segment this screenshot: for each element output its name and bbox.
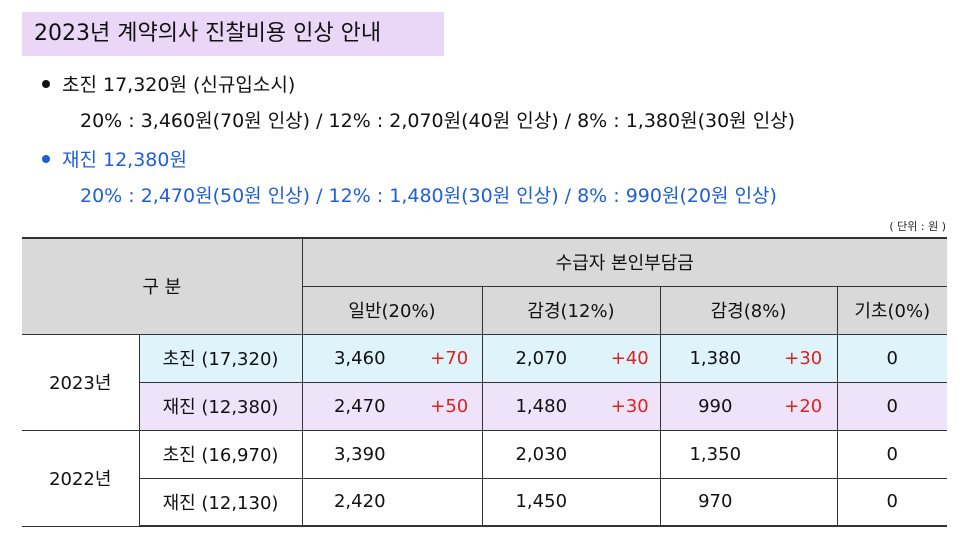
reduced8-increase [770,429,838,479]
reduced12-increase [600,429,661,479]
revisit-heading: 재진 12,380원 [62,149,187,171]
basic-value: 0 [836,477,948,527]
basic-value: 0 [836,381,948,431]
basic-value: 0 [836,333,948,383]
reduced12-increase: +30 [600,381,661,431]
reduced8-value: 990 [659,381,770,431]
column-header-reduced12: 감경(12%) [481,285,661,335]
basic-value: 0 [836,429,948,479]
bullet-icon [42,154,50,163]
table-row: 2022년 초진 (16,970) 3,390 2,030 1,350 0 [22,429,948,527]
reduced12-increase: +40 [600,333,661,383]
general-increase [417,477,483,527]
general-increase [417,429,483,479]
table-row: 2023년 초진 (17,320) 3,460 +70 2,070 +40 1,… [22,333,948,431]
column-header-general: 일반(20%) [302,285,483,335]
reduced8-increase: +30 [770,333,838,383]
reduced8-increase [770,477,838,527]
row-label: 초진 (16,970) [138,429,303,479]
initial-heading-line: 초진 17,320원 (신규입소시) [42,70,295,97]
year-cell: 2023년 [22,333,140,431]
general-value: 3,390 [301,429,417,479]
initial-detail: 20% : 3,460원(70원 인상) / 12% : 2,070원(40원 … [80,110,796,132]
initial-heading: 초진 17,320원 (신규입소시) [62,74,296,96]
category-header: 구 분 [22,237,303,335]
revisit-heading-line: 재진 12,380원 [42,145,187,172]
table-row: 재진 (12,130) 2,420 1,450 970 0 [22,477,948,527]
reduced12-increase [600,477,661,527]
column-header-basic: 기초(0%) [836,285,948,335]
bullet-icon [42,79,50,88]
reduced8-value: 970 [659,477,770,527]
general-increase: +50 [417,381,483,431]
reduced12-value: 2,030 [481,429,600,479]
reduced12-value: 1,480 [481,381,600,431]
row-label: 재진 (12,380) [139,381,303,431]
page-title: 2023년 계약의사 진찰비용 인상 안내 [22,12,444,56]
reduced8-value: 1,350 [659,429,770,479]
copay-header: 수급자 본인부담금 [301,237,948,287]
reduced12-value: 2,070 [481,333,600,383]
row-label: 재진 (12,130) [139,477,303,527]
revisit-detail: 20% : 2,470원(50원 인상) / 12% : 1,480원(30원 … [80,185,777,207]
reduced8-increase: +20 [770,381,838,431]
copay-table: 구 분 수급자 본인부담금 일반(20%) 감경(12%) 감경(8%) 기초(… [22,237,948,527]
general-value: 3,460 [301,333,417,383]
reduced12-value: 1,450 [481,477,600,527]
general-increase: +70 [417,333,483,383]
year-cell: 2022년 [22,429,140,527]
row-label: 초진 (17,320) [138,333,303,383]
general-value: 2,470 [301,381,417,431]
column-header-reduced8: 감경(8%) [659,285,838,335]
general-value: 2,420 [301,477,417,527]
table-row: 재진 (12,380) 2,470 +50 1,480 +30 990 +20 … [22,381,948,431]
unit-note: ( 단위 : 원 ) [889,220,946,233]
reduced8-value: 1,380 [659,333,770,383]
